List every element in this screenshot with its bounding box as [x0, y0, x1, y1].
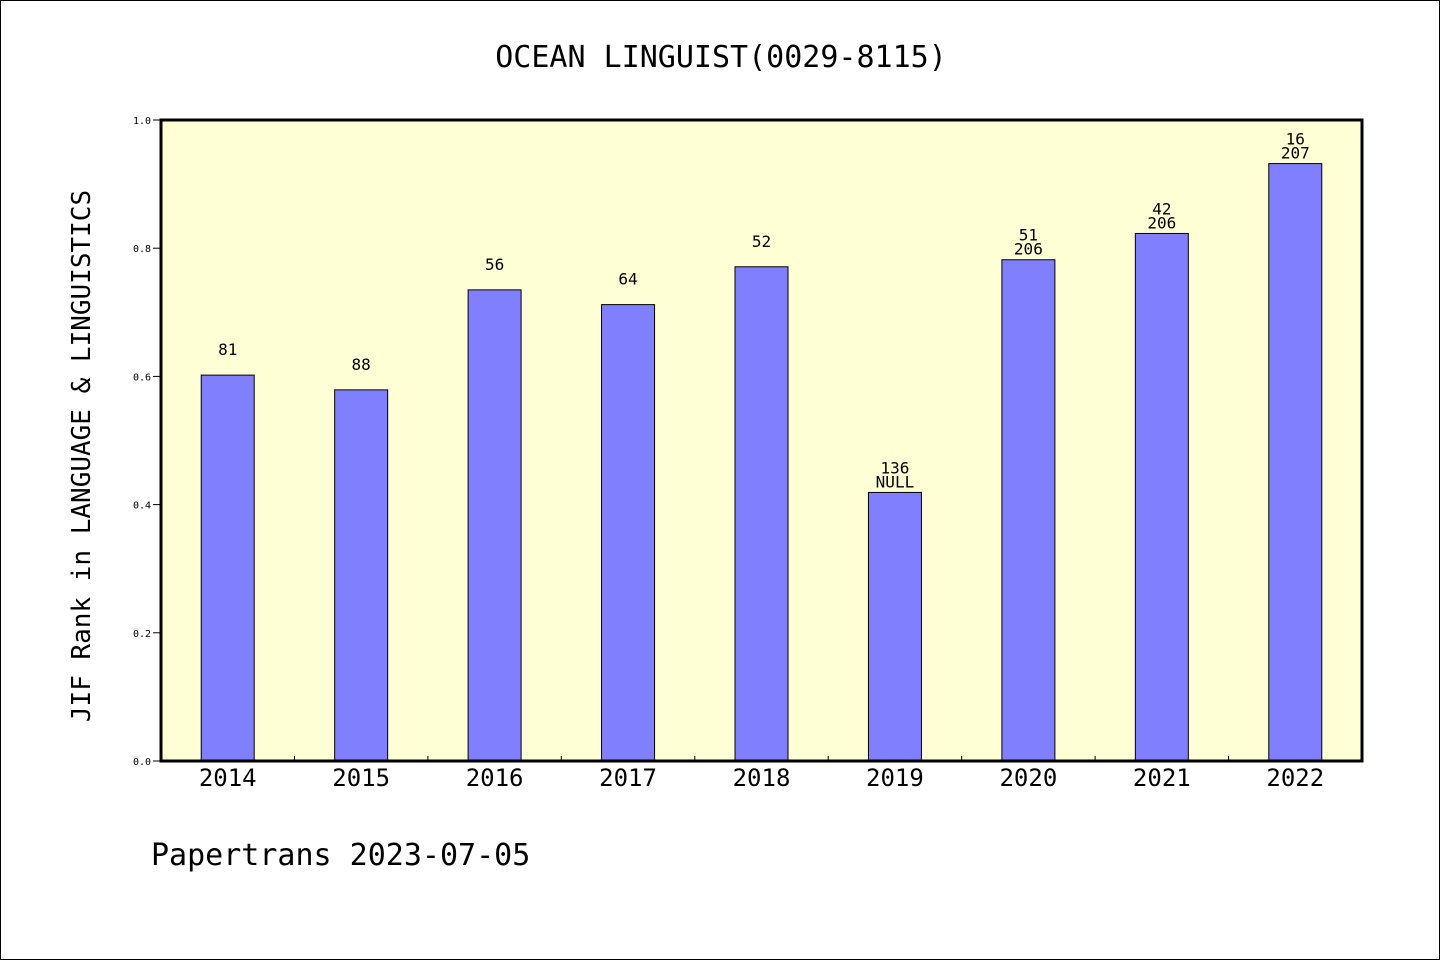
x-tick-label-2022: 2022	[1266, 764, 1324, 792]
plot-border	[159, 118, 1364, 763]
bar-2018	[734, 266, 789, 762]
bar-2020	[1001, 259, 1056, 762]
y-axis-label: JIF Rank in LANGUAGE & LINGUISTICS	[67, 190, 97, 722]
y-tick-label-0.2: 0.2	[133, 629, 151, 640]
bar-2019	[867, 491, 922, 762]
bar-2022	[1268, 163, 1323, 762]
y-tick-label-1.0: 1.0	[133, 116, 151, 127]
y-tick-label-0.0: 0.0	[133, 757, 151, 768]
data-label-top-2014: 81	[218, 340, 237, 359]
bar-2014	[200, 374, 255, 762]
data-label-top-2015: 88	[352, 355, 371, 374]
x-tick-label-2015: 2015	[332, 764, 390, 792]
x-tick-label-2018: 2018	[733, 764, 791, 792]
data-label-top-2018: 52	[752, 232, 771, 251]
x-tick-label-2016: 2016	[466, 764, 524, 792]
data-label-bottom-2021: 206	[1147, 213, 1176, 232]
bar-2016	[467, 289, 522, 762]
bar-2021	[1134, 232, 1189, 762]
bar-2017	[601, 304, 656, 762]
y-tick-label-0.8: 0.8	[133, 244, 151, 255]
x-tick-label-2020: 2020	[999, 764, 1057, 792]
x-tick-label-2014: 2014	[199, 764, 257, 792]
data-label-top-2020: 51	[1019, 226, 1038, 245]
y-axis-ticks: 0.0 0.2 0.4 0.6 0.8 1.0	[133, 116, 161, 768]
data-label-top-2019: 136	[880, 458, 909, 477]
data-label-top-2022: 16	[1286, 130, 1305, 149]
x-tick-label-2021: 2021	[1133, 764, 1191, 792]
data-label-bottom-2020: 206	[1014, 240, 1043, 259]
x-axis-ticks: 2014 2015 2016 2017 2018 2019 2020 2021 2022	[199, 756, 1324, 792]
chart-title: OCEAN LINGUIST(0029-8115)	[495, 40, 947, 75]
footer-credit: Papertrans 2023-07-05	[151, 838, 530, 873]
x-tick-label-2019: 2019	[866, 764, 924, 792]
y-tick-label-0.6: 0.6	[133, 372, 151, 383]
data-label-bottom-2019: NULL	[876, 472, 915, 491]
y-tick-label-0.4: 0.4	[133, 501, 151, 512]
data-label-top-2016: 56	[485, 255, 504, 274]
x-tick-label-2017: 2017	[599, 764, 657, 792]
bars-layer	[200, 163, 1323, 762]
bar-2015	[334, 389, 389, 762]
data-label-top-2017: 64	[618, 270, 637, 289]
data-label-top-2021: 42	[1152, 199, 1171, 218]
data-label-bottom-2022: 207	[1281, 144, 1310, 163]
